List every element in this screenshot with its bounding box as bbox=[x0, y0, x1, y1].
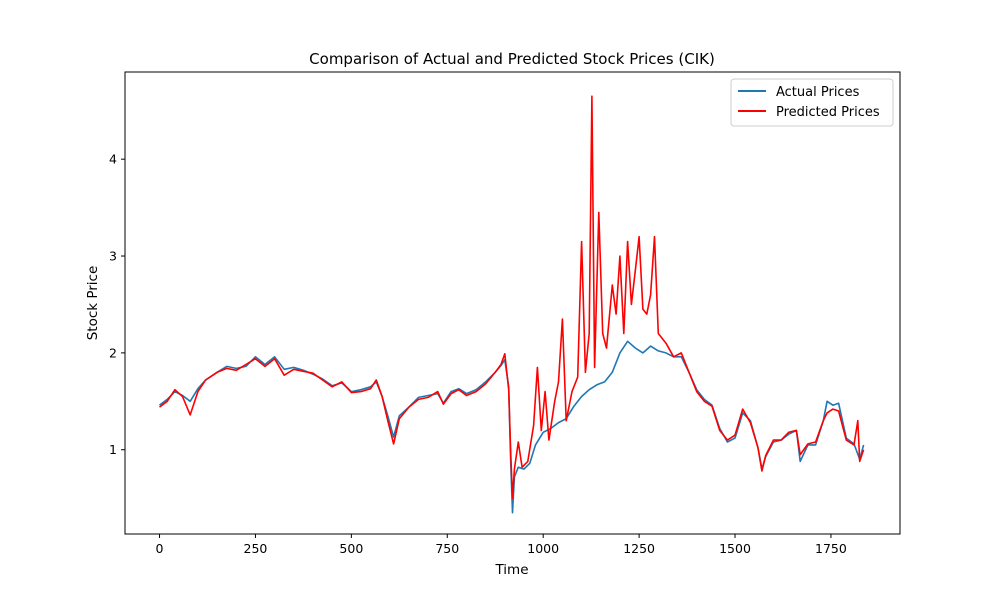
plot-area bbox=[124, 71, 901, 535]
y-tick-label: 4 bbox=[109, 152, 117, 167]
y-axis-ticks: 1 2 3 4 bbox=[109, 152, 125, 457]
x-tick-label: 1500 bbox=[719, 541, 751, 556]
y-tick-label: 2 bbox=[109, 345, 117, 360]
x-axis-label: Time bbox=[494, 562, 528, 578]
x-tick-label: 0 bbox=[156, 541, 164, 556]
y-tick-label: 3 bbox=[109, 249, 117, 264]
x-tick-label: 750 bbox=[435, 541, 459, 556]
chart-title: Comparison of Actual and Predicted Stock… bbox=[309, 50, 715, 68]
series-line-predicted-prices bbox=[159, 95, 865, 500]
y-axis-label: Stock Price bbox=[85, 266, 101, 341]
x-tick-label: 500 bbox=[339, 541, 363, 556]
legend-label-actual: Actual Prices bbox=[776, 85, 860, 100]
x-tick-label: 250 bbox=[244, 541, 268, 556]
legend: Actual Prices Predicted Prices bbox=[730, 78, 894, 127]
x-tick-label: 1750 bbox=[815, 541, 847, 556]
series-layer bbox=[159, 95, 865, 514]
legend-label-predicted: Predicted Prices bbox=[776, 105, 880, 120]
x-tick-label: 1250 bbox=[623, 541, 655, 556]
x-axis-ticks: 0 250 500 750 1000 1250 1500 1750 bbox=[156, 534, 847, 556]
x-tick-label: 1000 bbox=[527, 541, 559, 556]
legend-box bbox=[730, 78, 894, 127]
y-tick-label: 1 bbox=[109, 442, 117, 457]
